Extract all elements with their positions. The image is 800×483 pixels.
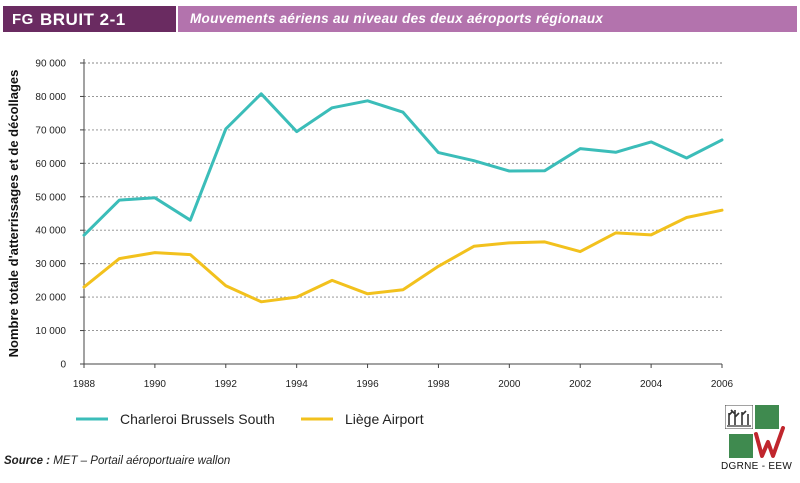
x-tick-label: 2004 xyxy=(640,379,663,390)
y-tick-label: 30 000 xyxy=(35,259,66,270)
figure-title: Mouvements aériens au niveau des deux aé… xyxy=(190,11,604,26)
x-tick-labels: 1988 1990 1992 1994 1996 1998 2000 2002 2004 2006 xyxy=(73,379,734,390)
figure-header: FG BRUIT 2-1 Mouvements aériens au nivea… xyxy=(3,6,797,32)
figure-title-bar: Mouvements aériens au niveau des deux aé… xyxy=(178,6,797,32)
y-tick-label: 70 000 xyxy=(35,125,66,136)
x-tick-label: 2000 xyxy=(498,379,521,390)
series-line-0 xyxy=(82,92,724,237)
x-tick-label: 1992 xyxy=(215,379,238,390)
logo-caption: DGRNE - EEW xyxy=(721,461,793,472)
x-tick-label: 1990 xyxy=(144,379,167,390)
axes xyxy=(80,59,723,368)
dgrne-logo: DGRNE - EEW xyxy=(721,404,792,477)
x-tick-label: 2006 xyxy=(711,379,734,390)
y-tick-label: 20 000 xyxy=(35,293,66,304)
tree-icon xyxy=(724,404,754,430)
figure-code: BRUIT 2-1 xyxy=(40,10,126,29)
source-text: MET – Portail aéroportuaire wallon xyxy=(50,455,231,467)
y-tick-label: 10 000 xyxy=(35,326,66,337)
legend-label-0: Charleroi Brussels South xyxy=(120,411,275,427)
figure-prefix: FG xyxy=(12,11,34,28)
legend: Charleroi Brussels South Liège Airport xyxy=(76,411,424,427)
series-line-1 xyxy=(82,208,724,304)
y-tick-label: 90 000 xyxy=(35,59,66,70)
x-tick-label: 1994 xyxy=(286,379,309,390)
y-tick-labels: 0 10 000 20 000 30 000 40 000 50 000 60 000 70 … xyxy=(35,59,66,371)
y-tick-label: 0 xyxy=(60,360,66,371)
figure-tag: FG BRUIT 2-1 xyxy=(3,6,176,32)
x-tick-label: 1998 xyxy=(427,379,450,390)
y-tick-label: 80 000 xyxy=(35,92,66,103)
source-note: Source : MET – Portail aéroportuaire wal… xyxy=(4,455,230,467)
w-mark-icon xyxy=(753,426,787,460)
y-tick-label: 40 000 xyxy=(35,226,66,237)
x-tick-label: 1988 xyxy=(73,379,96,390)
logo-square-top-right xyxy=(755,405,779,429)
source-label: Source : xyxy=(4,455,51,467)
x-tick-label: 2002 xyxy=(569,379,592,390)
legend-label-1: Liège Airport xyxy=(345,411,424,427)
y-tick-label: 50 000 xyxy=(35,192,66,203)
series-lines xyxy=(82,92,724,304)
logo-square-bottom-left xyxy=(729,434,753,458)
x-tick-label: 1996 xyxy=(356,379,379,390)
y-tick-label: 60 000 xyxy=(35,159,66,170)
y-axis-label: Nombre totale d'atterrissages et de déco… xyxy=(6,70,21,358)
